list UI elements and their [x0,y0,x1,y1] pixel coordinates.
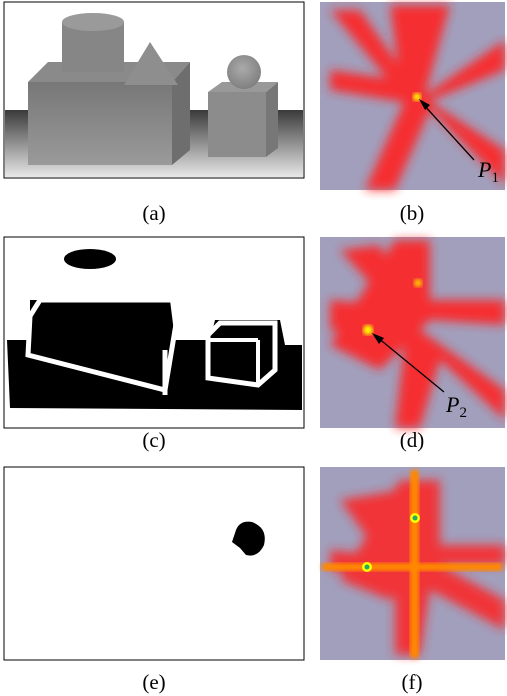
caption: (a) [142,201,165,225]
caption: (c) [142,428,165,452]
caption: (b) [400,201,425,225]
caption: (d) [400,428,425,452]
caption: (e) [142,670,165,694]
histogram-f [320,467,505,660]
blob-image [4,467,304,660]
caption: (f) [402,670,423,694]
depth-image [4,2,304,178]
histogram-d [320,237,505,428]
segmentation-image [4,237,304,428]
figure: P1 P2 (a) (b) (c) (d) (e) (f) [0,0,507,696]
page: {"panels": [{"caption": "(a)"}, {"captio… [0,0,507,696]
